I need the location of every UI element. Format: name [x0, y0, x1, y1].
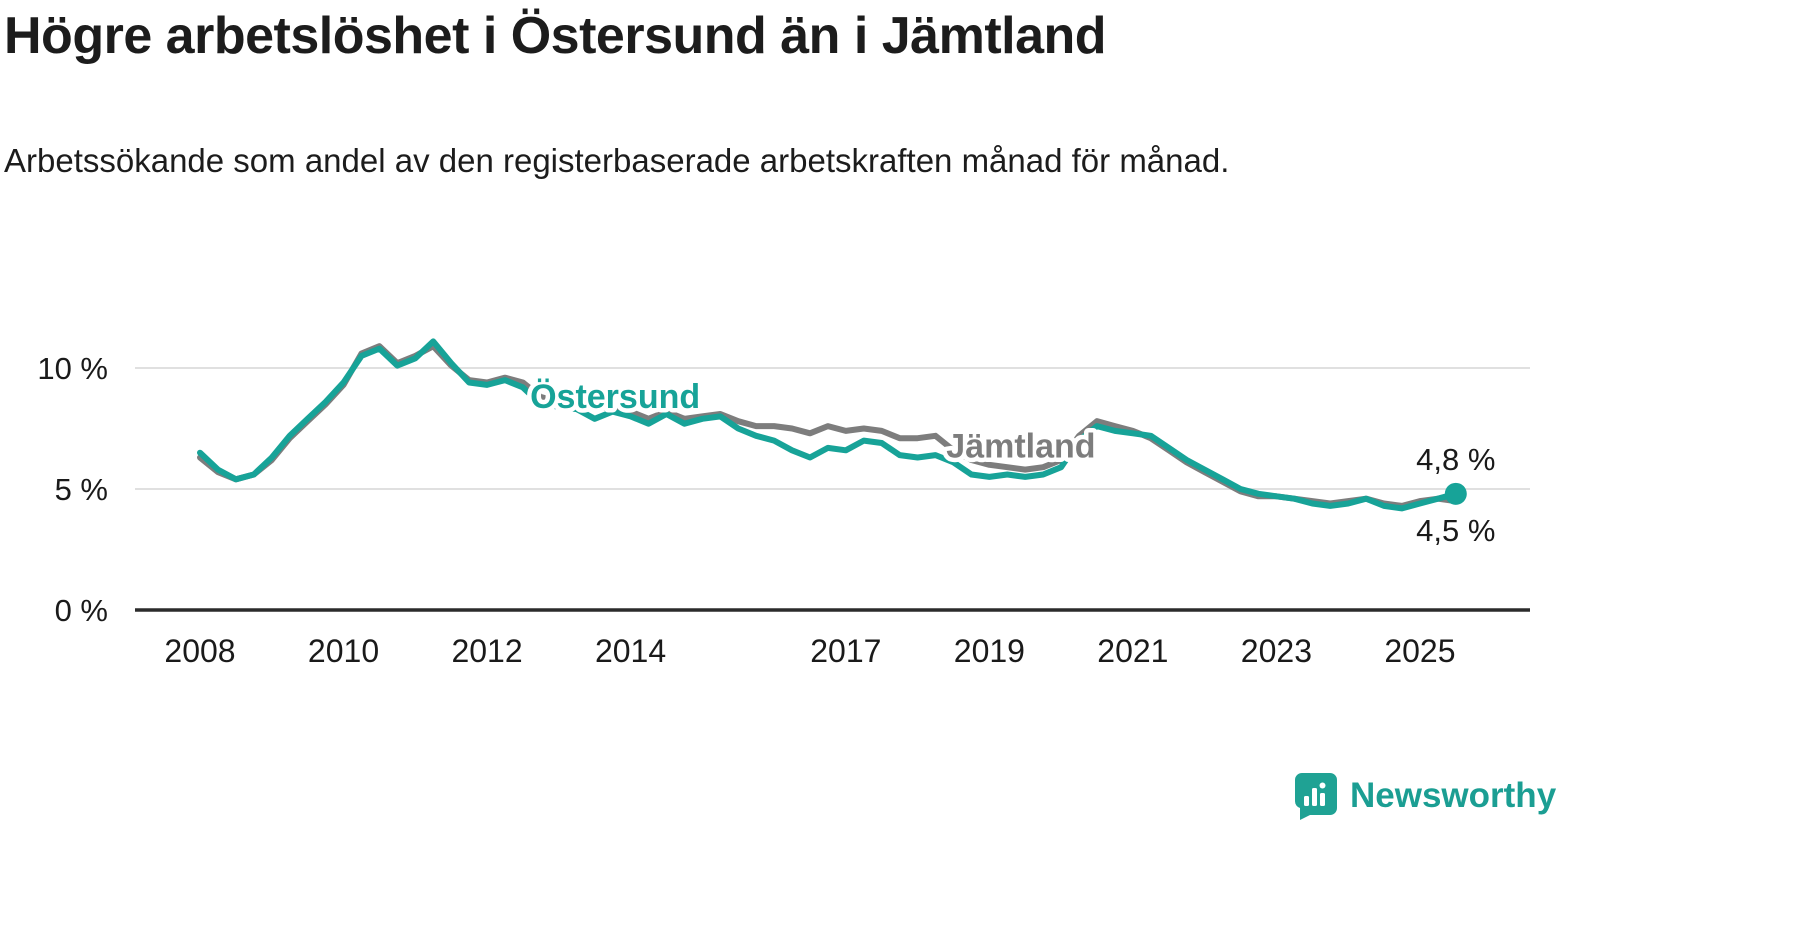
chart-title: Högre arbetslöshet i Östersund än i Jämt…: [4, 7, 1107, 65]
brand-name: Newsworthy: [1350, 776, 1557, 815]
x-axis-label-2008: 2008: [164, 633, 235, 669]
y-axis-label-10: 10 %: [37, 351, 108, 386]
series-label-östersund: Östersund: [530, 378, 700, 416]
y-axis-label-0: 0 %: [55, 593, 108, 628]
logo-bar-3: [1320, 793, 1325, 806]
end-dot-östersund: [1444, 482, 1467, 505]
series-line-östersund: [197, 338, 1459, 512]
end-value-label-östersund: 4,8 %: [1416, 442, 1495, 477]
logo-bar-2: [1312, 788, 1317, 806]
end-value-label-jämtland: 4,5 %: [1416, 513, 1495, 548]
x-axis-label-2025: 2025: [1384, 633, 1455, 669]
y-axis-label-5: 5 %: [55, 472, 108, 507]
newsworthy-logo-icon: [1295, 773, 1337, 820]
logo-bar-1: [1304, 796, 1309, 806]
x-axis-label-2019: 2019: [954, 633, 1025, 669]
x-axis-label-2021: 2021: [1097, 633, 1168, 669]
series-line-jämtland: [197, 343, 1459, 509]
chart-subtitle: Arbetssökande som andel av den registerb…: [4, 142, 1230, 179]
newsworthy-logo: Newsworthy: [1292, 772, 1556, 820]
x-axis-label-2010: 2010: [308, 633, 379, 669]
x-axis-label-2012: 2012: [451, 633, 522, 669]
x-axis-label-2023: 2023: [1241, 633, 1312, 669]
logo-dot: [1319, 782, 1326, 789]
x-axis-label-2014: 2014: [595, 633, 666, 669]
series-label-jämtland: Jämtland: [946, 428, 1095, 466]
x-axis-label-2017: 2017: [810, 633, 881, 669]
